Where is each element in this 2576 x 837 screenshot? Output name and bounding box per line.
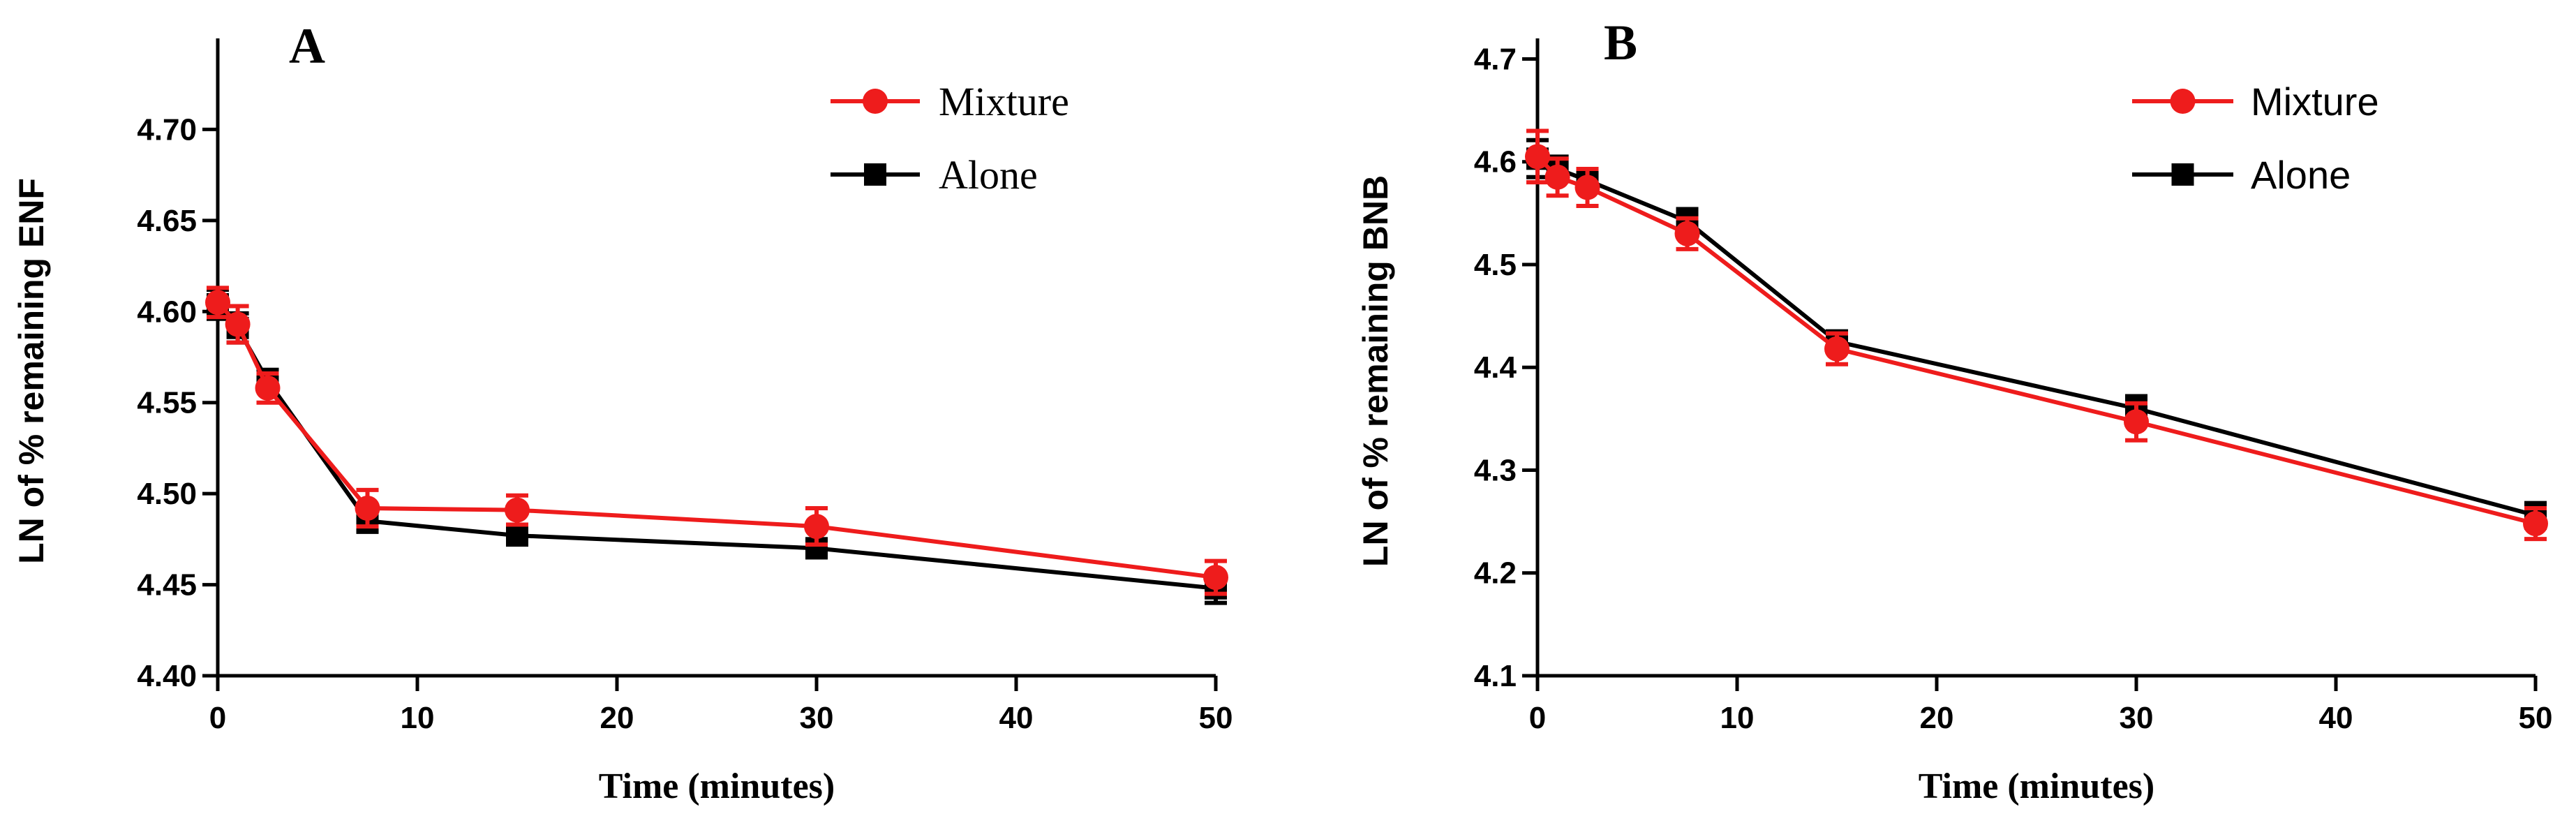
- panel-a-y-tick-label: 4.50: [137, 477, 197, 511]
- panel-a-y-tick-label: 4.45: [137, 568, 197, 602]
- panel-a-series-alone: [207, 287, 1227, 605]
- panel-b-legend: Mixture Alone: [2132, 80, 2379, 197]
- panel-b-mixture-point: [1574, 175, 1600, 200]
- panel-b-series-alone: [1526, 138, 2547, 530]
- panel-a-y-tick-label: 4.55: [137, 386, 197, 420]
- panel-a-letter: A: [289, 18, 325, 74]
- panel-b-mixture-point: [1824, 336, 1849, 362]
- panel-a-legend: Mixture Alone: [831, 79, 1069, 198]
- panel-a-legend-alone-marker: [864, 163, 886, 186]
- panel-b-mixture-point: [1525, 144, 1550, 170]
- panel-a-chart: 4.40 4.45 4.50 4.55 4.60 4.65 4.70 0 10 20 30 40 50 T…: [12, 18, 1233, 806]
- panel-b-mixture-point: [1674, 221, 1700, 246]
- panel-b-mixture-point: [1544, 164, 1570, 190]
- panel-a-mixture-point: [225, 311, 251, 337]
- panel-b-y-axis-title: LN of % remaining BNB: [1356, 175, 1395, 567]
- panel-b-letter: B: [1604, 15, 1637, 71]
- panel-b-legend-alone-label: Alone: [2251, 153, 2351, 197]
- panel-a-mixture-point: [804, 514, 829, 540]
- panel-b-legend-mixture-label: Mixture: [2251, 80, 2379, 124]
- panel-a-mixture-point: [205, 290, 230, 316]
- panel-b-x-tick-label: 30: [2120, 701, 2154, 735]
- panel-a-alone-point: [506, 524, 528, 547]
- panel-a-legend-mixture-marker: [863, 89, 888, 114]
- panel-a-legend-alone-label: Alone: [939, 152, 1038, 198]
- panel-b-x-tick-label: 40: [2319, 701, 2353, 735]
- panel-a-y-tick-label: 4.40: [137, 659, 197, 693]
- panel-b-y-tick-label: 4.6: [1474, 145, 1517, 179]
- panel-b-x-tick-label: 20: [1920, 701, 1954, 735]
- panel-a-x-tick-label: 50: [1199, 701, 1233, 735]
- panel-b-y-tick-label: 4.2: [1474, 556, 1517, 591]
- panel-b-y-tick-label: 4.3: [1474, 453, 1517, 487]
- panel-b-x-tick-label: 50: [2519, 701, 2553, 735]
- panel-b-legend-alone-marker: [2171, 163, 2194, 186]
- panel-b-legend-mixture-marker: [2170, 89, 2196, 114]
- panel-a-x-tick-label: 40: [999, 701, 1034, 735]
- panel-a-mixture-point: [1203, 565, 1228, 591]
- panel-b-y-tick-label: 4.7: [1474, 42, 1517, 76]
- panel-a-x-tick-label: 20: [600, 701, 634, 735]
- panel-a-y-tick-label: 4.60: [137, 295, 197, 329]
- panel-b-x-tick-label: 10: [1720, 701, 1755, 735]
- panel-a-x-tick-label: 10: [401, 701, 435, 735]
- panel-a-alone-line: [216, 302, 1216, 591]
- panel-b-x-tick-label: 0: [1529, 701, 1546, 735]
- panel-b-mixture-point: [2523, 511, 2548, 537]
- panel-a-mixture-point: [355, 496, 380, 521]
- panel-a-y-tick-label: 4.65: [137, 204, 197, 238]
- panel-a-mixture-line: [216, 301, 1216, 580]
- panel-a-legend-mixture-label: Mixture: [939, 79, 1069, 124]
- panel-a-mixture-point: [255, 375, 281, 401]
- panel-a-y-axis-title: LN of % remaining ENF: [12, 178, 51, 564]
- panel-b-y-tick-label: 4.1: [1474, 659, 1517, 693]
- panel-a-x-tick-label: 0: [209, 701, 226, 735]
- panel-a-x-tick-label: 30: [800, 701, 834, 735]
- panel-b-mixture-point: [2124, 409, 2149, 435]
- panel-b-y-tick-label: 4.5: [1474, 248, 1517, 282]
- panel-a-y-tick-label: 4.70: [137, 112, 197, 147]
- panel-b-series-mixture: [1525, 128, 2548, 542]
- panel-b-chart: 4.1 4.2 4.3 4.4 4.5 4.6 4.7 0 10 20 30 40 50 Time (mi…: [1356, 15, 2552, 806]
- panel-b-x-axis-title: Time (minutes): [1919, 766, 2154, 806]
- panel-a-x-axis-title: Time (minutes): [599, 766, 835, 806]
- panel-b-y-tick-label: 4.4: [1474, 350, 1517, 385]
- panel-a-series-mixture: [205, 286, 1228, 596]
- panel-a-mixture-point: [505, 497, 530, 523]
